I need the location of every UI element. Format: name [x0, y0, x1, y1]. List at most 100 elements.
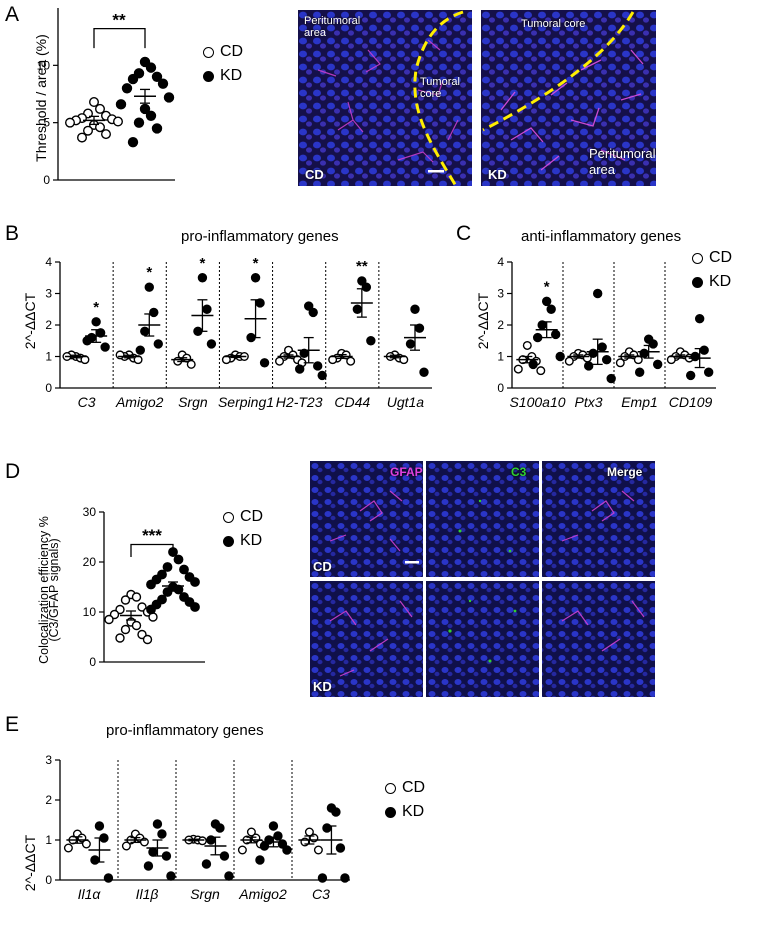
- condition-cd: CD: [305, 167, 324, 182]
- cd-data-point: [346, 356, 356, 366]
- kd-data-point: [90, 855, 100, 865]
- kd-data-point: [419, 367, 429, 377]
- label-tumoral-core: Tumoral core: [521, 18, 586, 30]
- cd-data-point: [197, 836, 207, 846]
- kd-data-point: [190, 577, 200, 587]
- kd-data-point: [532, 332, 543, 343]
- micrograph-a-cd-image: [298, 10, 472, 186]
- legend-c: CD KD: [692, 246, 732, 294]
- label-peritumoral-area: Peritumoral area: [304, 15, 361, 39]
- channel-gfap: GFAP: [390, 465, 423, 479]
- x-tick-label: CD109: [669, 394, 713, 410]
- kd-data-point: [295, 364, 305, 374]
- cd-data-point: [246, 827, 256, 837]
- x-tick-label: Srgn: [190, 886, 220, 902]
- kd-data-point: [690, 351, 700, 362]
- kd-data-point: [304, 301, 314, 311]
- x-tick-label: Il1β: [136, 886, 159, 902]
- kd-data-point: [528, 359, 538, 370]
- kd-data-point: [313, 361, 323, 371]
- kd-data-point: [215, 823, 225, 833]
- cd-marker-icon: [223, 511, 234, 523]
- kd-data-point: [100, 342, 110, 352]
- kd-data-point: [583, 361, 594, 371]
- cd-data-point: [104, 614, 114, 625]
- kd-data-point: [410, 304, 420, 314]
- cd-data-point: [131, 620, 142, 631]
- legend-kd-label: KD: [402, 803, 425, 820]
- kd-data-point: [91, 317, 101, 327]
- channel-merge: Merge: [607, 465, 643, 479]
- legend-kd-label: KD: [709, 273, 732, 290]
- kd-data-point: [133, 117, 145, 128]
- kd-data-point: [703, 367, 714, 377]
- cd-data-point: [564, 356, 574, 366]
- cd-data-point: [94, 122, 105, 133]
- y-axis-label-a: Threshold / area (%): [33, 34, 49, 162]
- kd-data-point: [634, 367, 645, 377]
- cd-data-point: [64, 117, 75, 128]
- kd-data-point: [153, 339, 163, 349]
- kd-data-point: [541, 296, 552, 307]
- y-tick-label: 20: [83, 555, 97, 569]
- kd-data-point: [259, 358, 270, 368]
- title-b: pro-inflammatory genes: [181, 228, 339, 245]
- y-tick-label: 30: [83, 505, 97, 519]
- y-tick-label: 1: [45, 833, 52, 847]
- cd-data-point: [131, 592, 142, 602]
- cd-data-point: [536, 366, 546, 376]
- y-tick-label: 3: [45, 753, 52, 767]
- cd-data-point: [513, 364, 523, 374]
- legend-cd-label: CD: [402, 779, 426, 796]
- title-e: pro-inflammatory genes: [106, 722, 264, 739]
- cd-data-point: [237, 845, 247, 855]
- channel-c3: C3: [511, 465, 527, 479]
- kd-data-point: [694, 314, 705, 324]
- micrograph-grid-d: GFAP C3 Merge CD KD: [310, 461, 655, 697]
- kd-data-point: [550, 329, 561, 340]
- cd-marker-icon: [692, 252, 703, 264]
- cd-data-point: [120, 624, 131, 635]
- y-tick-label: 3: [497, 287, 504, 301]
- kd-data-point: [146, 604, 156, 615]
- panel-label-b: B: [5, 222, 20, 245]
- kd-data-point: [606, 373, 616, 384]
- kd-data-point: [82, 336, 92, 346]
- y-tick-label: 2: [45, 318, 52, 332]
- kd-data-point: [361, 282, 372, 292]
- kd-data-point: [405, 339, 416, 349]
- significance-label: ***: [142, 526, 162, 545]
- label-peritumoral-area: Peritumoral area: [589, 146, 656, 177]
- kd-data-point: [163, 92, 175, 103]
- significance-label: *: [93, 299, 99, 316]
- kd-data-point: [317, 873, 328, 883]
- cd-data-point: [121, 841, 131, 851]
- kd-data-point: [601, 354, 612, 365]
- y-tick-label: 1: [497, 350, 504, 364]
- kd-data-point: [157, 829, 167, 839]
- y-tick-label: 0: [89, 655, 96, 669]
- y-tick-label: 2: [45, 793, 52, 807]
- kd-data-point: [197, 273, 208, 283]
- legend-kd-label: KD: [220, 67, 243, 84]
- kd-data-point: [597, 342, 607, 352]
- cd-data-point: [63, 843, 73, 853]
- kd-data-point: [135, 345, 145, 355]
- kd-data-point: [152, 819, 163, 829]
- y-tick-label: 10: [83, 605, 97, 619]
- kd-data-point: [259, 841, 270, 851]
- kd-data-point: [145, 110, 157, 121]
- cd-data-point: [88, 97, 99, 108]
- significance-bracket: [93, 27, 146, 49]
- kd-marker-icon: [203, 70, 214, 82]
- panel-label-d: D: [5, 460, 21, 483]
- kd-data-point: [206, 339, 217, 349]
- cd-data-point: [522, 340, 532, 350]
- kd-data-point: [115, 99, 127, 110]
- x-tick-label: C3: [78, 394, 96, 410]
- cd-data-point: [275, 356, 285, 366]
- kd-data-point: [127, 136, 139, 148]
- significance-label: *: [544, 278, 550, 295]
- cd-data-point: [76, 132, 87, 143]
